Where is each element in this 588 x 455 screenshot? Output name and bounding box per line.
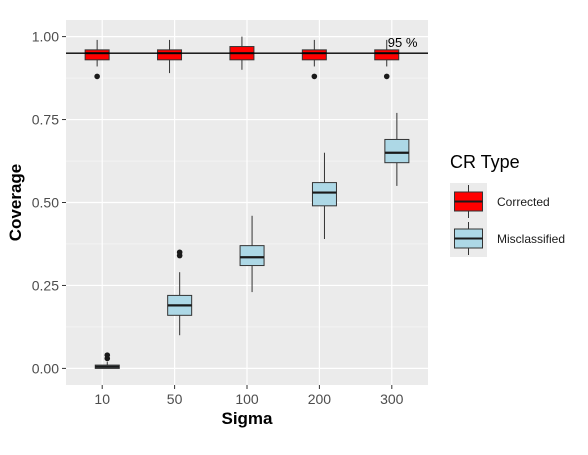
reference-line-label: 95 %: [388, 35, 418, 50]
outlier-corrected-200: [311, 73, 318, 80]
x-tick-label: 100: [235, 391, 259, 407]
legend-label-corrected: Corrected: [497, 195, 550, 209]
outlier-misclassified-10: [104, 352, 111, 358]
y-tick-label: 0.50: [32, 195, 59, 211]
box-corrected-10: [84, 49, 110, 61]
box-misclassified-200: [311, 182, 337, 207]
outlier-corrected-10: [94, 73, 100, 80]
y-tick-label: 0.25: [32, 277, 59, 293]
box-corrected-50: [157, 49, 183, 61]
y-tick-label: 1.00: [32, 29, 59, 45]
box-corrected-200: [301, 49, 327, 61]
x-tick-label: 200: [308, 391, 332, 407]
y-axis-title: Coverage: [6, 164, 25, 241]
y-tick-label: 0.00: [32, 360, 59, 376]
x-tick-label: 50: [167, 391, 183, 407]
x-tick-label: 300: [380, 391, 404, 407]
legend-title: CR Type: [450, 152, 520, 172]
legend-label-misclassified: Misclassified: [497, 232, 565, 246]
y-tick-label: 0.75: [32, 112, 59, 128]
box-misclassified-300: [384, 138, 410, 164]
x-tick-label: 10: [94, 391, 110, 407]
box-corrected-300: [374, 49, 400, 61]
outlier-corrected-300: [383, 73, 390, 80]
box-misclassified-100: [239, 245, 265, 267]
outlier-misclassified-50: [176, 249, 183, 256]
x-axis-title: Sigma: [221, 409, 273, 428]
